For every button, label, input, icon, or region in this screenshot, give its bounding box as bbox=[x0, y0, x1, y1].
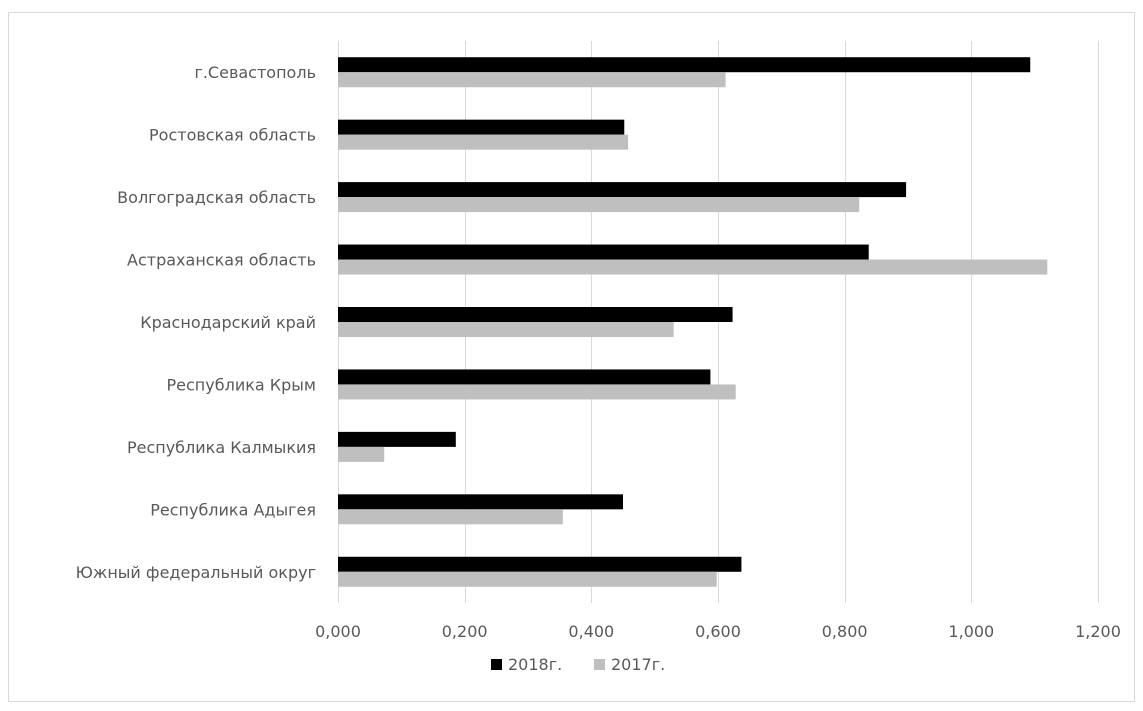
legend-swatch-s2018 bbox=[491, 659, 502, 670]
bar-s2017-7 bbox=[338, 509, 563, 525]
bar-s2017-5 bbox=[338, 384, 736, 400]
bar-s2018-4 bbox=[338, 307, 733, 322]
bar-s2018-8 bbox=[338, 556, 742, 572]
x-tick-label-0: 0,000 bbox=[315, 622, 361, 641]
bar-s2018-6 bbox=[338, 431, 456, 447]
legend-label-s2018: 2018г. bbox=[508, 655, 562, 674]
x-tick-label-5: 1,000 bbox=[948, 622, 994, 641]
x-tick-label-4: 0,800 bbox=[822, 622, 868, 641]
category-label-6: Республика Калмыкия bbox=[127, 438, 316, 457]
x-tick-label-6: 1,200 bbox=[1075, 622, 1121, 641]
bar-s2017-0 bbox=[338, 72, 726, 88]
bar-s2018-1 bbox=[338, 119, 625, 135]
bar-s2017-2 bbox=[338, 197, 860, 213]
category-label-2: Волгоградская область bbox=[117, 188, 316, 207]
category-label-3: Астраханская область bbox=[127, 251, 316, 270]
legend-swatch-s2017 bbox=[594, 659, 605, 670]
bar-s2017-1 bbox=[338, 134, 629, 150]
bar-s2017-8 bbox=[338, 571, 717, 587]
category-label-7: Республика Адыгея bbox=[150, 500, 316, 519]
category-label-5: Республика Крым bbox=[167, 375, 316, 394]
x-tick-labels: 0,000 0,200 0,400 0,600 0,800 1,000 1,200 bbox=[315, 622, 1121, 641]
category-label-8: Южный федеральный округ bbox=[76, 563, 316, 582]
chart-frame: г.Севастополь Ростовская область Волгоград… bbox=[8, 12, 1135, 702]
category-label-1: Ростовская область bbox=[149, 126, 316, 145]
bar-s2017-6 bbox=[338, 446, 385, 462]
legend: 2018г. 2017г. bbox=[491, 655, 665, 674]
category-label-4: Краснодарский край bbox=[140, 313, 316, 332]
bar-s2017-3 bbox=[338, 259, 1048, 275]
bar-s2018-5 bbox=[338, 369, 711, 385]
bar-s2018-2 bbox=[338, 182, 907, 198]
bar-s2018-7 bbox=[338, 494, 623, 510]
legend-label-s2017: 2017г. bbox=[611, 655, 665, 674]
bar-s2018-0 bbox=[338, 57, 1031, 73]
x-tick-label-1: 0,200 bbox=[442, 622, 488, 641]
category-label-0: г.Севастополь bbox=[194, 63, 316, 82]
bar-chart: г.Севастополь Ростовская область Волгоград… bbox=[76, 41, 1121, 674]
category-labels: г.Севастополь Ростовская область Волгоград… bbox=[76, 63, 316, 582]
x-tick-label-2: 0,400 bbox=[568, 622, 614, 641]
bar-s2017-4 bbox=[338, 322, 674, 337]
x-tick-label-3: 0,600 bbox=[695, 622, 741, 641]
bar-s2018-3 bbox=[338, 244, 869, 260]
bars bbox=[338, 57, 1048, 587]
